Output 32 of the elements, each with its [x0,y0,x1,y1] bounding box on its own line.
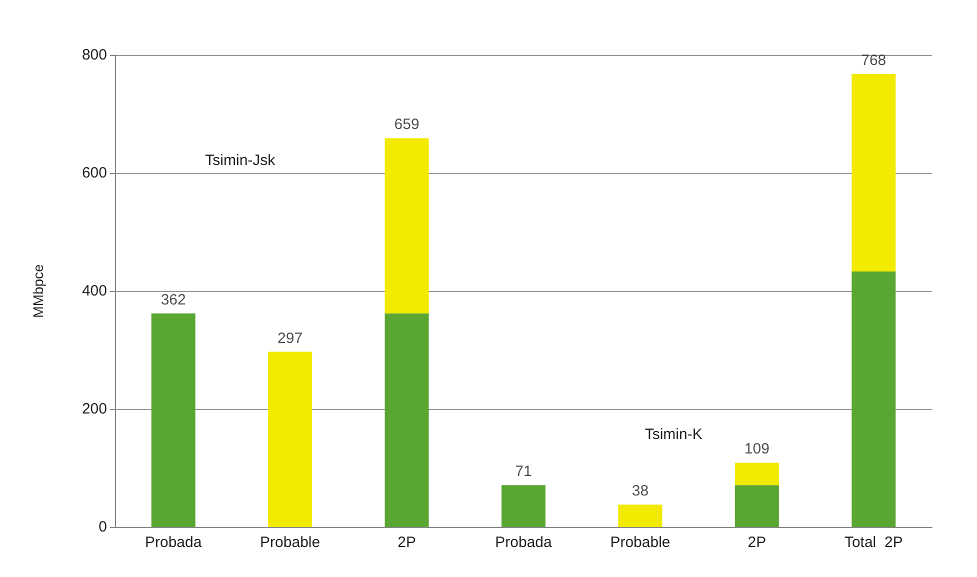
x-tick-label: Probada [495,534,553,551]
bar [734,462,779,486]
total-label: 109 [744,440,770,458]
y-tick-label: 600 [82,164,107,182]
bar [734,485,779,527]
total-label: 297 [278,330,303,347]
y-tick-label: 0 [98,518,107,536]
total-label: 362 [160,291,186,308]
x-tick-label: Probable [260,534,320,551]
total-label: 71 [515,463,532,480]
bar [151,313,196,527]
y-axis-title: MMbpce [30,264,46,318]
annotation: Tsimin-Jsk [205,152,276,169]
bar [852,272,896,527]
annotation: Tsimin-K [644,426,702,443]
bar [384,313,429,527]
bar [618,504,662,527]
y-tick-label: 400 [82,282,107,300]
x-tick-label: 2P [748,534,766,551]
x-tick-label: Probable [610,534,670,551]
bar [502,485,546,527]
x-tick-label: Total 2P [844,534,903,551]
total-label: 768 [861,52,886,69]
y-tick-label: 800 [82,46,107,64]
bar [852,74,896,272]
bar [384,138,429,314]
x-tick-label: 2P [398,534,416,551]
total-label: 38 [632,482,649,500]
x-tick-label: Probada [145,534,202,551]
y-tick-label: 200 [82,400,107,418]
total-label: 659 [394,116,420,134]
bar [268,352,312,527]
